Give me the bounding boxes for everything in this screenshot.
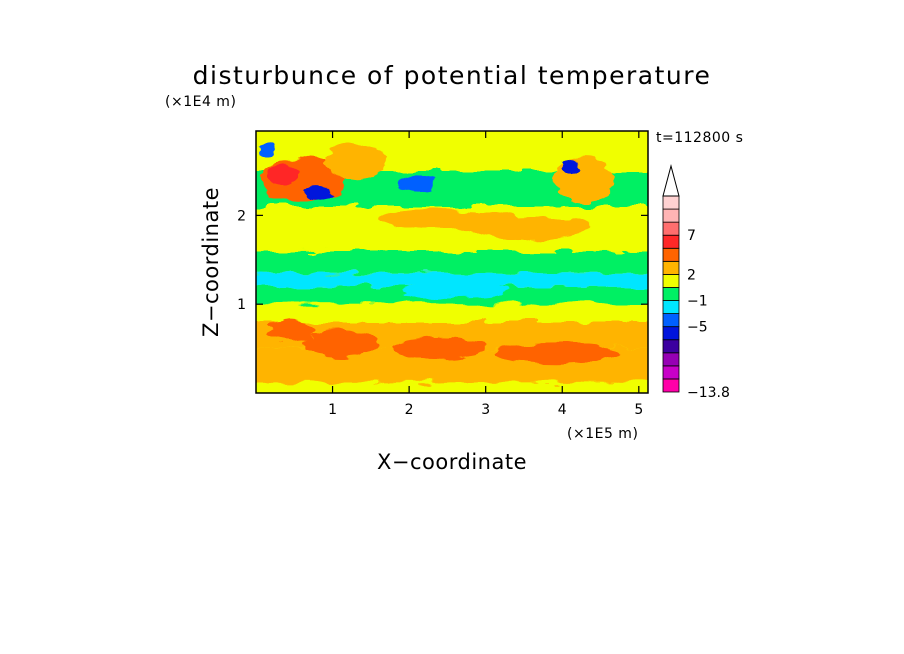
colorbar-swatch xyxy=(662,326,680,341)
y-tick-label: 1 xyxy=(237,297,246,313)
field-band xyxy=(256,273,648,287)
field-blob xyxy=(301,330,379,358)
colorbar-swatch xyxy=(662,195,680,210)
colorbar-swatch xyxy=(662,365,680,380)
field-blob xyxy=(259,139,276,158)
x-tick-label: 1 xyxy=(328,402,337,418)
colorbar-label: −13.8 xyxy=(687,385,730,401)
colorbar-swatch xyxy=(662,313,680,328)
colorbar-swatch xyxy=(662,273,680,288)
field-band xyxy=(256,304,648,322)
field-blob xyxy=(267,320,314,342)
field-blob xyxy=(493,342,616,364)
field-blob xyxy=(401,283,509,298)
field-blob xyxy=(303,186,332,201)
field-blob xyxy=(267,164,299,187)
field-blob xyxy=(470,218,593,240)
x-tick-label: 3 xyxy=(481,402,490,418)
x-tick-label: 4 xyxy=(558,402,567,418)
field-band xyxy=(256,382,648,393)
colorbar-swatch xyxy=(662,378,680,393)
field-blob xyxy=(462,139,509,167)
x-tick-label: 2 xyxy=(405,402,414,418)
field-blob xyxy=(562,159,578,174)
time-label: t=112800 s xyxy=(656,130,743,146)
colorbar-swatch xyxy=(662,287,680,301)
plot-frame xyxy=(255,130,649,394)
colorbar-swatch xyxy=(662,221,680,236)
colorbar-swatch xyxy=(662,234,680,249)
x-axis: 1 2 3 4 5 xyxy=(328,131,643,418)
colorbar-swatch xyxy=(662,247,680,262)
y-axis: 12 xyxy=(237,208,648,313)
colorbar-extend-arrow xyxy=(662,164,680,197)
x-unit-label: (×1E5 m) xyxy=(567,426,638,442)
colorbar-label: 2 xyxy=(687,267,696,283)
colorbar-swatch xyxy=(662,339,680,354)
field-blob xyxy=(324,144,387,180)
field-blob xyxy=(393,337,486,360)
colorbar: 7 2 −1 −5 −13.8 xyxy=(662,164,730,401)
colorbar-label: −5 xyxy=(687,320,708,336)
y-tick-label: 2 xyxy=(237,208,246,224)
x-tick-label: 5 xyxy=(634,402,643,418)
colorbar-label: 7 xyxy=(687,228,696,244)
colorbar-swatch xyxy=(662,260,680,275)
colorbar-label: −1 xyxy=(687,294,708,310)
colorbar-swatch xyxy=(662,208,680,223)
heatmap-plot-area xyxy=(255,130,649,394)
y-unit-label: (×1E4 m) xyxy=(165,94,236,110)
colorbar-swatch xyxy=(662,300,680,314)
y-axis-label: Z−coordinate xyxy=(199,187,223,337)
colorbar-swatch xyxy=(662,352,680,367)
field-band xyxy=(256,250,648,274)
x-axis-label: X−coordinate xyxy=(377,450,527,474)
chart-title: disturbunce of potential temperature xyxy=(193,61,712,90)
field-blob xyxy=(397,175,436,194)
